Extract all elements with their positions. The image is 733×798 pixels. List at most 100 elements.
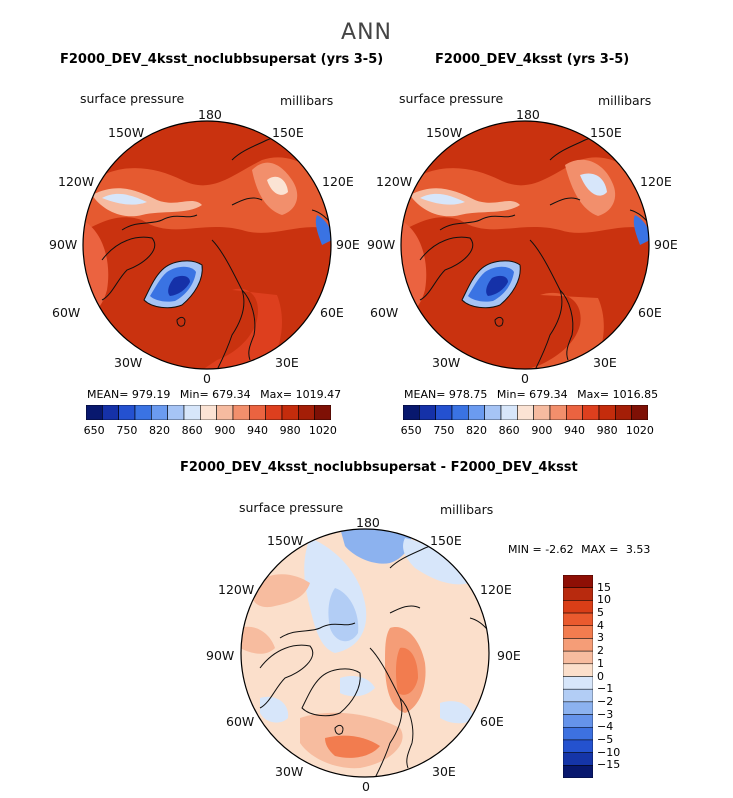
panel-2-map-border [400, 120, 650, 370]
panel-2-field-pale-blue-west [420, 193, 465, 205]
panel-1-title: F2000_DEV_4ksst_noclubbsupersat (yrs 3-5… [60, 52, 384, 67]
panel-1-max-value: 1019.47 [295, 388, 342, 401]
colorbar-tick-label: −15 [597, 758, 621, 772]
colorbar-tick-label: 900 [531, 424, 553, 437]
panel-3-field-orange-south-core [325, 735, 380, 758]
panel-2-lon-label: 90E [654, 237, 678, 252]
panel-2-field-band-south [525, 292, 604, 369]
panel-2-field-blue-east-edge [633, 215, 649, 245]
colorbar-tick-label: 3 [597, 631, 604, 645]
panel-2-lon-label: 180 [516, 107, 540, 122]
colorbar-swatch [468, 405, 485, 420]
panel-1-stats: MEAN= 979.19 Min= 679.34 Max= 1019.47 [87, 388, 341, 401]
panel-1-lon-label: 90W [49, 237, 78, 252]
panel-3-stats: MIN = -2.62 MAX = 3.53 [508, 543, 650, 556]
colorbar-swatch [419, 405, 436, 420]
colorbar-swatch [563, 714, 593, 728]
panel-3-map [240, 528, 490, 778]
colorbar-tick-label: 650 [83, 424, 105, 437]
colorbar-swatch [183, 405, 201, 420]
panel-2-colorbar-labels: 650 750 820 860 900 940 980 1020 [400, 424, 654, 438]
panel-3-lon-label: 180 [356, 515, 380, 530]
colorbar-tick-label: 980 [596, 424, 618, 437]
panel-2-lon-label: 90W [367, 237, 396, 252]
panel-3-lon-label: 30W [275, 764, 304, 779]
colorbar-swatch [249, 405, 266, 420]
panel-3-field-blue-center [328, 588, 359, 642]
colorbar-swatch [403, 405, 420, 420]
colorbar-swatch [563, 676, 593, 690]
colorbar-swatch [563, 575, 593, 588]
panel-2-max-value: 1016.85 [612, 388, 659, 401]
colorbar-swatch [200, 405, 217, 420]
panel-3-lon-label: 120E [480, 582, 512, 597]
panel-3-left-subtitle: surface pressure [239, 500, 344, 515]
panel-2-title: F2000_DEV_4ksst (yrs 3-5) [435, 52, 630, 67]
colorbar-tick-label: 1020 [625, 424, 654, 437]
colorbar-swatch [566, 405, 583, 420]
colorbar-swatch [563, 739, 593, 753]
figure-title: ANN [341, 20, 392, 45]
panel-2-max-label: Max= [577, 388, 610, 401]
colorbar-swatch [615, 405, 632, 420]
colorbar-tick-label: 5 [597, 606, 604, 620]
panel-1-lon-label: 0 [203, 371, 211, 386]
colorbar-swatch [563, 625, 593, 639]
colorbar-swatch [265, 405, 283, 420]
panel-2-field-pale-east [580, 173, 607, 196]
panel-1-mean-value: 979.19 [131, 388, 171, 401]
panel-3-title: F2000_DEV_4ksst_noclubbsupersat - F2000_… [180, 460, 578, 475]
panel-1-field-pale-blue-west [102, 193, 147, 205]
colorbar-swatch [563, 638, 593, 652]
panel-2-stats: MEAN= 978.75 Min= 679.34 Max= 1016.85 [404, 388, 658, 401]
colorbar-tick-label: 900 [214, 424, 236, 437]
colorbar-tick-label: 1 [597, 656, 604, 670]
colorbar-swatch [216, 405, 234, 420]
colorbar-swatch [151, 405, 168, 420]
panel-3-lon-label: 90W [206, 648, 235, 663]
colorbar-swatch [533, 405, 551, 420]
colorbar-tick-label: 650 [400, 424, 422, 437]
colorbar-tick-label: −5 [597, 732, 614, 746]
panel-3-right-subtitle: millibars [440, 502, 494, 517]
panel-1-field-greenland-core [168, 275, 190, 296]
panel-3-min-label: MIN = [508, 543, 542, 556]
panel-3-field-orange-west-2 [241, 626, 275, 654]
panel-1-mean-label: MEAN= [87, 388, 129, 401]
colorbar-tick-label: 820 [149, 424, 170, 437]
colorbar-swatch [563, 688, 593, 703]
panel-3-lon-label: 30E [432, 764, 456, 779]
colorbar-swatch [563, 765, 593, 778]
panel-2-lon-label: 60W [370, 305, 399, 320]
panel-2-mean-label: MEAN= [404, 388, 446, 401]
panel-1-lon-label: 150W [108, 125, 145, 140]
colorbar-tick-label: 750 [433, 424, 455, 437]
colorbar-swatch [598, 405, 616, 420]
panel-1-colorbar [86, 405, 331, 420]
panel-1-lon-label: 180 [198, 107, 222, 122]
panel-3-lon-label: 150E [430, 533, 462, 548]
panel-3-lon-label: 0 [362, 779, 370, 794]
colorbar-swatch [582, 405, 600, 420]
panel-2-lon-label: 120W [376, 174, 413, 189]
colorbar-swatch [563, 650, 593, 665]
colorbar-tick-label: 860 [181, 424, 203, 437]
panel-1-colorbar-labels: 650 750 820 860 900 940 980 1020 [83, 424, 337, 438]
colorbar-swatch [563, 663, 593, 677]
panel-3-lon-label: 150W [267, 533, 304, 548]
colorbar-tick-label: 940 [564, 424, 585, 437]
panel-2-min-value: 679.34 [529, 388, 568, 401]
colorbar-swatch [298, 405, 315, 420]
panel-1-field-blue-east-edge [315, 215, 331, 245]
colorbar-tick-label: −1 [597, 682, 614, 696]
colorbar-tick-label: 940 [247, 424, 268, 437]
panel-3-field-orange-east-core [395, 647, 418, 695]
panel-1-field-pale-east [267, 176, 288, 195]
panel-3-colorbar [563, 575, 593, 778]
colorbar-swatch [167, 405, 185, 420]
panel-2-lon-label: 60E [638, 305, 662, 320]
colorbar-tick-label: −4 [597, 720, 614, 734]
colorbar-tick-label: 4 [597, 618, 604, 632]
colorbar-swatch [563, 587, 593, 601]
panel-3-field-pale-blue-northeast [403, 538, 470, 585]
